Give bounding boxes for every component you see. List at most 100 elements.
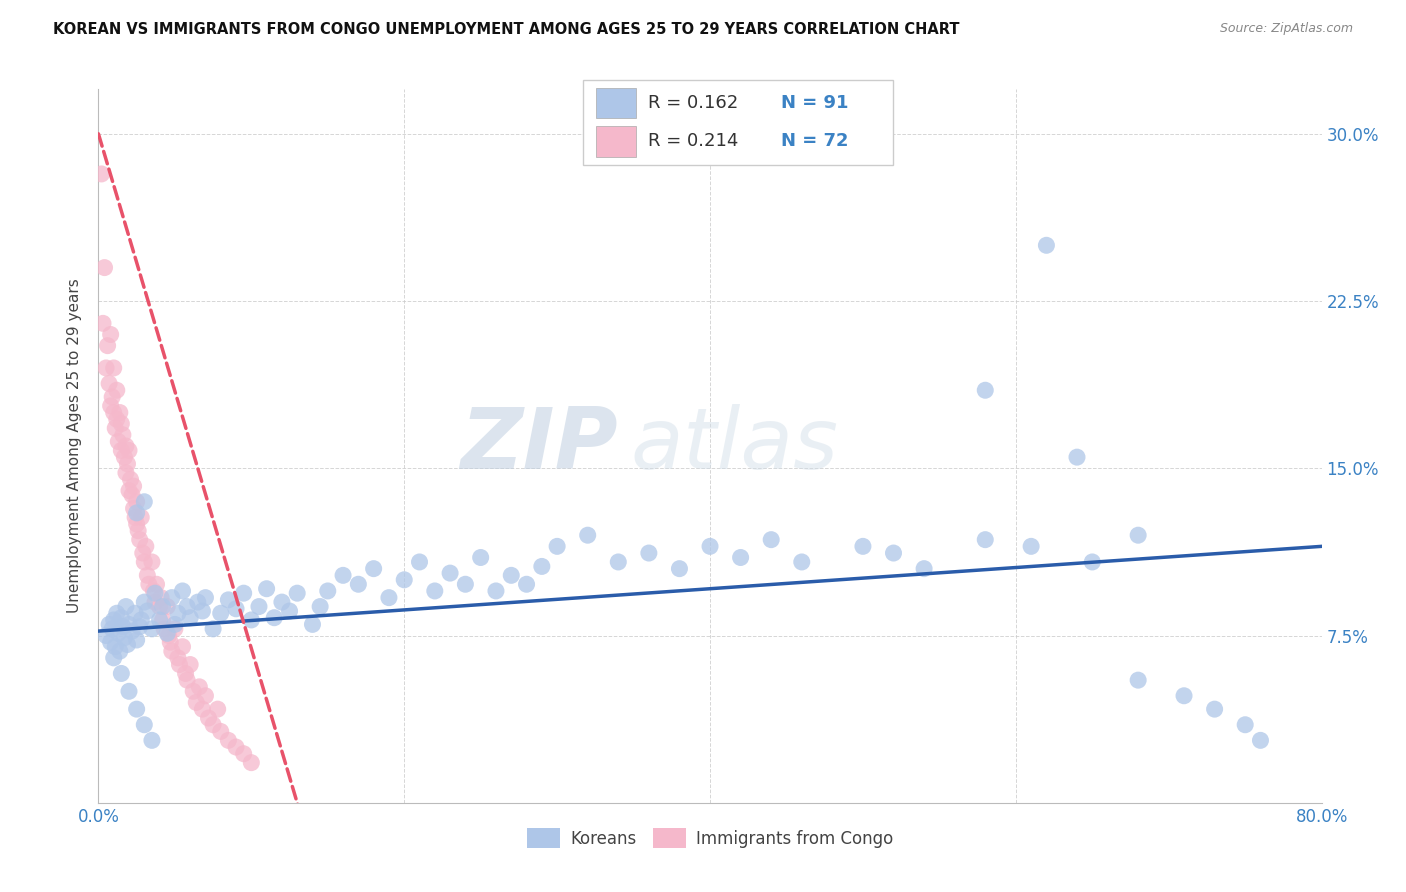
Point	[110, 417, 132, 431]
Point	[156, 626, 179, 640]
Point	[174, 666, 197, 681]
Point	[163, 617, 186, 632]
Point	[301, 617, 323, 632]
Bar	[596, 126, 636, 157]
Point	[150, 591, 173, 605]
FancyBboxPatch shape	[583, 80, 893, 165]
Point	[209, 724, 232, 739]
Point	[852, 539, 875, 553]
Point	[378, 591, 401, 605]
Point	[790, 555, 813, 569]
Point	[104, 640, 127, 654]
Point	[105, 384, 128, 398]
Text: KOREAN VS IMMIGRANTS FROM CONGO UNEMPLOYMENT AMONG AGES 25 TO 29 YEARS CORRELATI: KOREAN VS IMMIGRANTS FROM CONGO UNEMPLOY…	[53, 22, 960, 37]
Point	[1019, 539, 1042, 553]
Point	[187, 595, 209, 609]
Point	[112, 631, 135, 645]
Point	[143, 595, 166, 609]
Point	[516, 577, 538, 591]
Point	[485, 583, 508, 598]
Point	[332, 568, 354, 582]
Point	[217, 733, 239, 747]
Point	[240, 756, 263, 770]
Point	[122, 479, 145, 493]
Point	[501, 568, 523, 582]
Point	[110, 443, 132, 458]
Point	[160, 644, 183, 658]
Point	[124, 607, 146, 621]
Y-axis label: Unemployment Among Ages 25 to 29 years: Unemployment Among Ages 25 to 29 years	[66, 278, 82, 614]
Point	[125, 516, 148, 531]
Point	[408, 555, 430, 569]
Point	[121, 624, 143, 639]
Point	[125, 506, 148, 520]
Point	[470, 550, 492, 565]
Point	[576, 528, 599, 542]
Point	[176, 673, 198, 687]
Point	[159, 635, 181, 649]
Point	[141, 622, 163, 636]
Point	[278, 604, 301, 618]
Text: atlas: atlas	[630, 404, 838, 488]
Point	[530, 559, 553, 574]
Point	[128, 619, 150, 633]
Point	[225, 602, 247, 616]
Point	[668, 562, 690, 576]
Point	[134, 717, 156, 731]
Point	[103, 405, 125, 419]
Point	[202, 717, 225, 731]
Point	[167, 607, 190, 621]
Point	[1249, 733, 1271, 747]
Text: N = 72: N = 72	[782, 132, 849, 150]
Point	[181, 684, 204, 698]
Point	[100, 635, 122, 649]
Text: R = 0.162: R = 0.162	[648, 95, 738, 112]
Point	[104, 421, 127, 435]
Point	[138, 577, 160, 591]
Point	[134, 595, 156, 609]
Point	[142, 583, 165, 598]
Point	[316, 583, 339, 598]
Text: Source: ZipAtlas.com: Source: ZipAtlas.com	[1219, 22, 1353, 36]
Point	[91, 316, 114, 330]
Point	[141, 733, 163, 747]
Text: ZIP: ZIP	[461, 404, 619, 488]
Point	[134, 555, 156, 569]
Point	[347, 577, 370, 591]
Point	[153, 622, 176, 636]
Point	[136, 604, 159, 618]
Point	[112, 450, 135, 464]
Point	[197, 711, 219, 725]
Point	[118, 443, 141, 458]
Point	[152, 613, 174, 627]
Point	[1081, 555, 1104, 569]
Point	[256, 582, 278, 596]
Point	[134, 494, 156, 508]
Point	[98, 617, 121, 632]
Point	[141, 555, 163, 569]
Point	[132, 546, 155, 560]
Point	[136, 568, 159, 582]
Point	[1128, 528, 1150, 542]
Point	[105, 607, 128, 621]
Point	[149, 599, 172, 614]
Point	[172, 640, 194, 654]
Point	[129, 613, 152, 627]
Point	[883, 546, 905, 560]
Legend: Koreans, Immigrants from Congo: Koreans, Immigrants from Congo	[520, 822, 900, 855]
Point	[392, 573, 416, 587]
Point	[108, 405, 131, 419]
Point	[202, 622, 225, 636]
Point	[101, 622, 124, 636]
Point	[152, 599, 174, 614]
Point	[97, 338, 120, 352]
Point	[110, 666, 132, 681]
Point	[103, 360, 125, 375]
Point	[149, 613, 172, 627]
Point	[118, 684, 141, 698]
Point	[191, 702, 214, 716]
Point	[127, 524, 149, 538]
Point	[974, 533, 997, 547]
Point	[135, 539, 157, 553]
Point	[169, 657, 191, 672]
